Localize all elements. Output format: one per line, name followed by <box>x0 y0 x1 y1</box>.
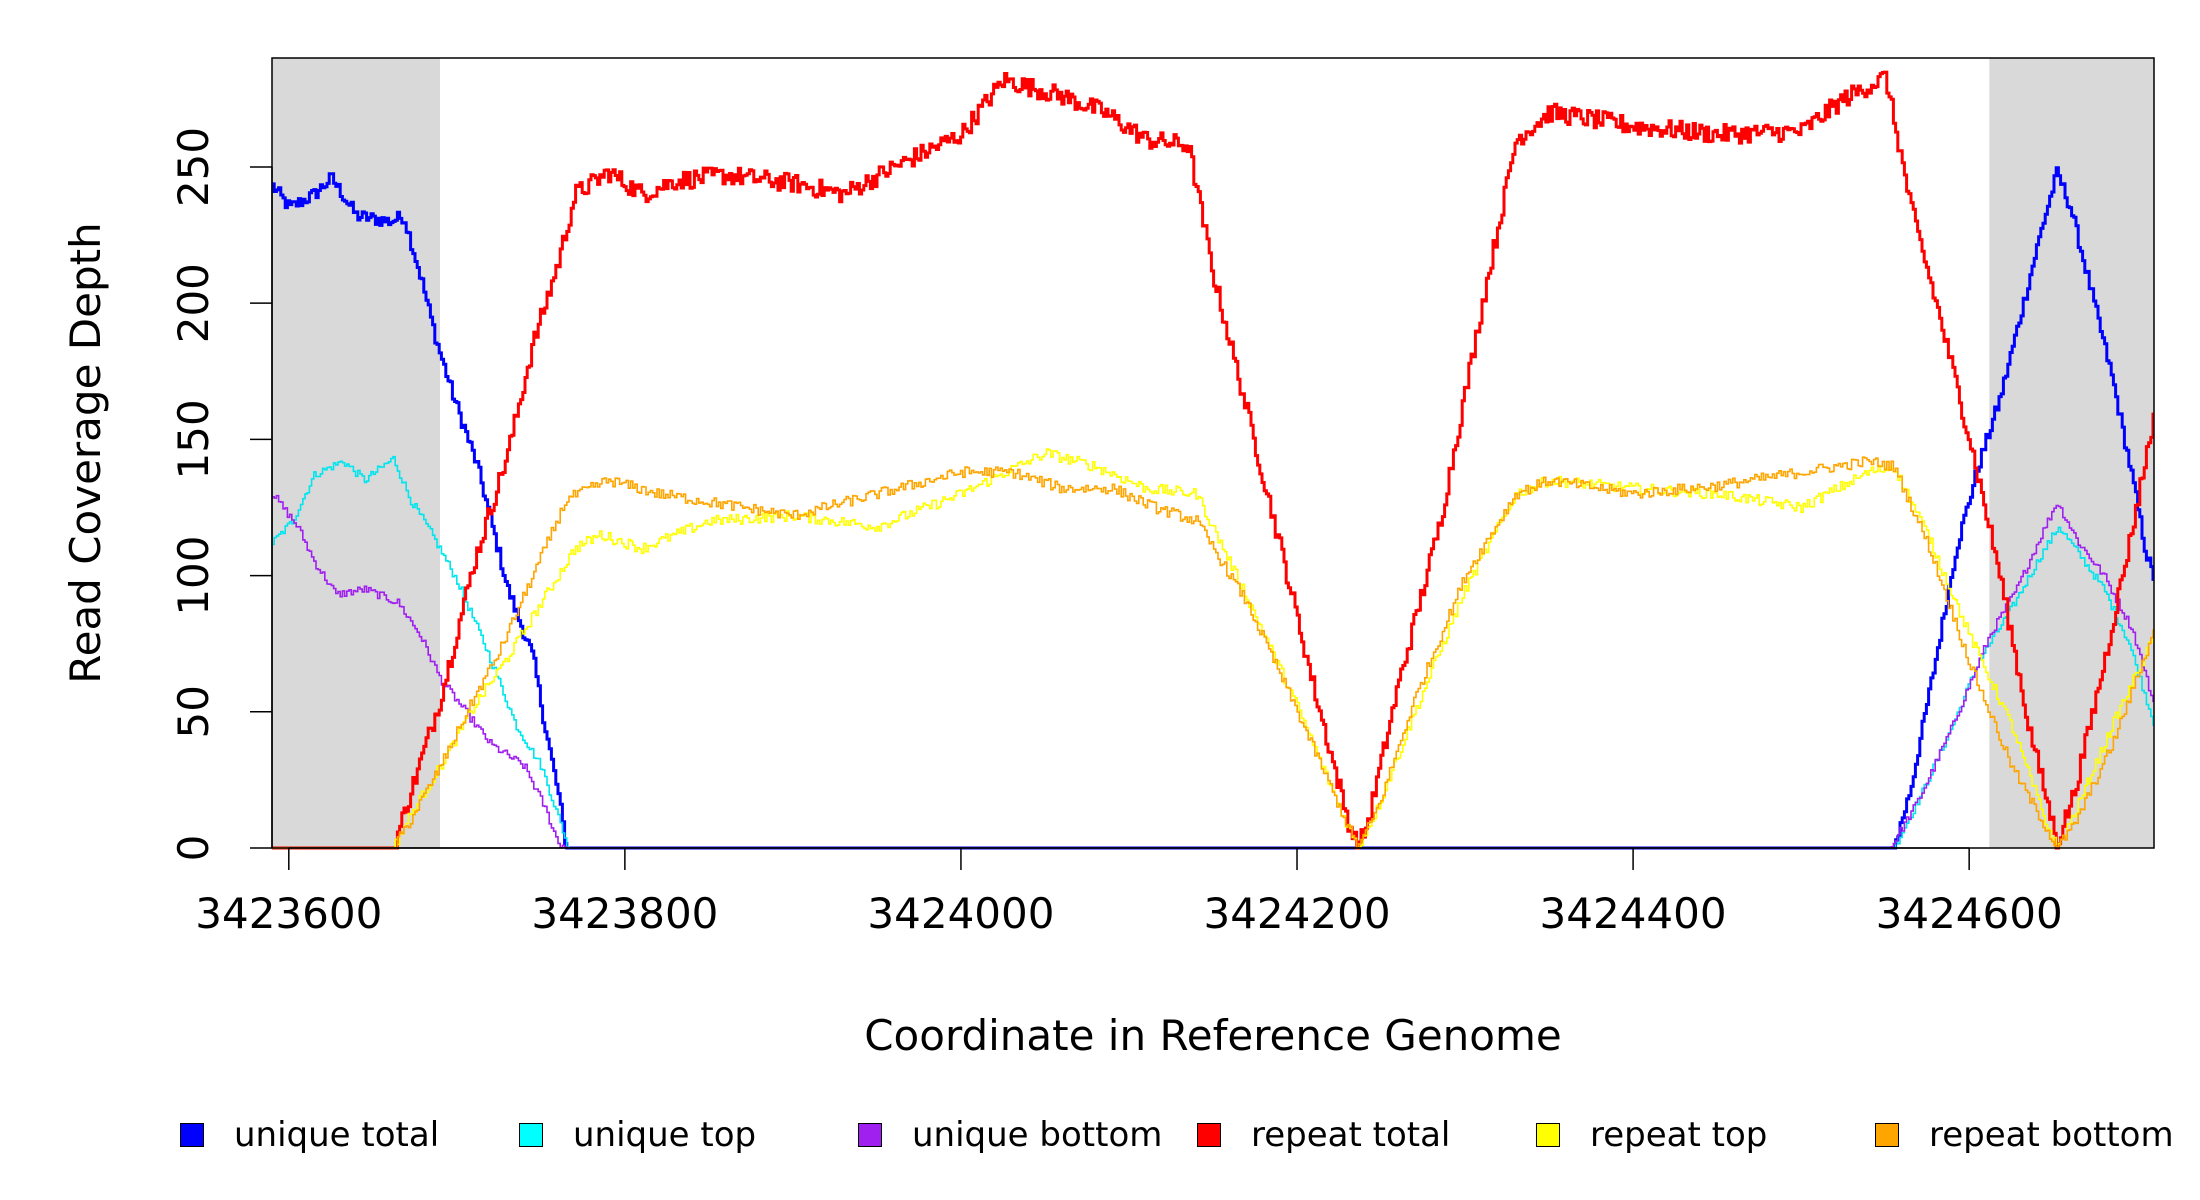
y-tick-label: 0 <box>169 835 218 862</box>
y-tick-label: 50 <box>169 685 218 738</box>
y-axis-title: Read Coverage Depth <box>61 222 110 683</box>
series-line <box>272 456 2154 849</box>
legend-label: unique total <box>234 1115 440 1155</box>
series-line <box>272 70 2155 850</box>
y-tick-label: 200 <box>169 263 218 343</box>
legend-swatch <box>180 1123 204 1147</box>
legend-item: repeat top <box>1536 1110 1767 1160</box>
legend-label: repeat total <box>1251 1115 1451 1155</box>
legend-item: repeat total <box>1197 1110 1450 1160</box>
x-tick-label: 3424400 <box>1540 889 1727 938</box>
x-tick-label: 3423800 <box>531 889 718 938</box>
legend-item: unique total <box>180 1110 439 1160</box>
series-line <box>272 455 2154 849</box>
legend-item: unique bottom <box>858 1110 1162 1160</box>
series-line <box>272 448 2154 849</box>
legend-swatch <box>858 1123 882 1147</box>
legend-swatch <box>1536 1123 1560 1147</box>
legend: unique total unique top unique bottom re… <box>0 1110 2200 1160</box>
legend-label: unique bottom <box>912 1115 1163 1155</box>
plot-frame <box>271 57 2155 849</box>
shaded-region <box>1989 58 2154 848</box>
y-tick-label: 100 <box>169 536 218 616</box>
x-axis-title: Coordinate in Reference Genome <box>864 1011 1562 1060</box>
legend-label: repeat bottom <box>1929 1115 2174 1155</box>
x-tick-label: 3423600 <box>195 889 382 938</box>
x-tick-label: 3424000 <box>867 889 1054 938</box>
legend-item: repeat bottom <box>1875 1110 2174 1160</box>
y-tick-label: 250 <box>169 127 218 207</box>
legend-label: unique top <box>573 1115 757 1155</box>
legend-swatch <box>1875 1123 1899 1147</box>
legend-item: unique top <box>519 1110 756 1160</box>
shaded-region <box>272 58 441 848</box>
legend-label: repeat top <box>1590 1115 1768 1155</box>
series-line <box>272 494 2154 849</box>
legend-swatch <box>1197 1123 1221 1147</box>
x-tick-label: 3424600 <box>1876 889 2063 938</box>
legend-swatch <box>519 1123 543 1147</box>
x-tick-label: 3424200 <box>1203 889 1390 938</box>
y-tick-label: 150 <box>169 399 218 479</box>
